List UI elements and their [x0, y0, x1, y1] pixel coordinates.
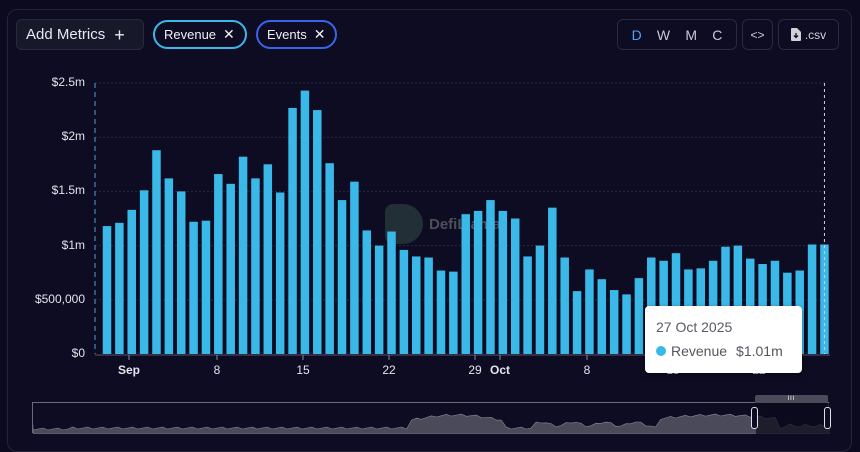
y-tick-label: $500,000	[34, 291, 85, 306]
csv-label: .csv	[804, 27, 827, 42]
tooltip-date: 27 Oct 2025	[656, 319, 733, 335]
bar[interactable]	[115, 222, 124, 354]
bar[interactable]	[436, 270, 446, 354]
y-tick-label: $2.5m	[51, 75, 85, 89]
y-tick-label: $1.5m	[51, 183, 85, 198]
bar[interactable]	[300, 90, 310, 354]
metric-pill-revenue[interactable]: Revenue ✕	[153, 20, 247, 49]
x-tick-label: 8	[583, 363, 591, 377]
bar[interactable]	[807, 244, 817, 354]
bar[interactable]	[325, 163, 334, 354]
bar[interactable]	[313, 110, 322, 354]
bar[interactable]	[548, 207, 557, 354]
x-tick-label: 22	[382, 363, 396, 377]
bar[interactable]	[634, 278, 644, 354]
close-icon[interactable]: ✕	[223, 26, 235, 42]
bar[interactable]	[486, 200, 495, 354]
bar[interactable]	[560, 257, 569, 354]
bar[interactable]	[387, 231, 396, 354]
y-tick-label: $0	[71, 346, 85, 360]
bar[interactable]	[337, 200, 347, 354]
period-cumulative-button[interactable]: C	[712, 26, 723, 43]
bar[interactable]	[164, 178, 174, 354]
chart-toolbar: Add Metrics + Revenue ✕ Events ✕ D W M C…	[16, 19, 840, 51]
bar[interactable]	[201, 220, 211, 354]
bar[interactable]	[139, 190, 149, 354]
plus-icon: +	[114, 24, 125, 45]
tooltip-series: Revenue	[671, 343, 728, 359]
period-selector: D W M C	[617, 19, 737, 50]
bar[interactable]	[412, 256, 421, 354]
x-tick-label: Sep	[117, 363, 141, 377]
bar[interactable]	[238, 156, 248, 354]
y-tick-label: $2m	[61, 129, 85, 144]
bar[interactable]	[275, 192, 285, 354]
bar[interactable]	[523, 256, 532, 354]
bar[interactable]	[609, 290, 619, 354]
bar[interactable]	[152, 150, 161, 354]
period-monthly-button[interactable]: M	[685, 26, 698, 43]
bar[interactable]	[733, 245, 743, 354]
x-tick-label: Oct	[489, 363, 511, 377]
brush-drag-handle[interactable]: III	[755, 395, 828, 403]
bar[interactable]	[647, 257, 656, 354]
bar[interactable]	[721, 246, 730, 354]
series-dot-icon	[656, 346, 666, 356]
bar[interactable]	[572, 291, 582, 354]
tooltip-value: $1.01m	[736, 343, 783, 359]
bar[interactable]	[350, 181, 359, 354]
bar[interactable]	[127, 209, 136, 354]
bar[interactable]	[374, 245, 384, 354]
close-icon[interactable]: ✕	[313, 26, 326, 42]
bar[interactable]	[226, 183, 235, 354]
bar[interactable]	[622, 294, 631, 354]
csv-download-button[interactable]: .csv	[778, 19, 839, 50]
bar[interactable]	[189, 221, 198, 354]
bar[interactable]	[424, 257, 433, 354]
brush-left-handle[interactable]	[751, 407, 758, 429]
y-tick-label: $1m	[61, 237, 85, 252]
bar[interactable]	[473, 210, 483, 354]
file-download-icon	[790, 28, 801, 41]
bar[interactable]	[449, 271, 458, 354]
embed-button[interactable]: <>	[742, 19, 773, 50]
x-tick-label: 15	[296, 363, 310, 377]
add-metrics-label: Add Metrics	[26, 26, 106, 43]
bar[interactable]	[510, 218, 520, 355]
bar[interactable]	[461, 214, 470, 354]
x-tick-label: 29	[468, 363, 482, 377]
chart-tooltip: 27 Oct 2025 Revenue $1.01m	[645, 306, 802, 373]
bar[interactable]	[498, 210, 508, 354]
bar[interactable]	[251, 178, 260, 354]
bar[interactable]	[585, 269, 594, 354]
bar[interactable]	[263, 164, 273, 354]
add-metrics-button[interactable]: Add Metrics +	[16, 19, 144, 50]
period-daily-button[interactable]: D	[631, 26, 642, 43]
brush-preview-area	[32, 403, 831, 435]
bar[interactable]	[102, 226, 112, 354]
x-tick-label: 8	[213, 363, 221, 377]
bar[interactable]	[671, 253, 681, 354]
period-weekly-button[interactable]: W	[656, 26, 671, 43]
bar[interactable]	[597, 279, 607, 354]
code-icon: <>	[750, 27, 765, 42]
range-brush[interactable]	[32, 402, 831, 435]
bar[interactable]	[176, 191, 186, 354]
metric-pill-label: Events	[267, 27, 307, 42]
brush-right-handle[interactable]	[824, 407, 831, 429]
metric-pill-events[interactable]: Events ✕	[256, 20, 338, 49]
bar[interactable]	[535, 245, 545, 354]
bar[interactable]	[362, 230, 372, 354]
metric-pill-label: Revenue	[164, 27, 217, 42]
bar[interactable]	[399, 249, 409, 354]
bar[interactable]	[214, 174, 223, 354]
bar[interactable]	[288, 107, 297, 354]
